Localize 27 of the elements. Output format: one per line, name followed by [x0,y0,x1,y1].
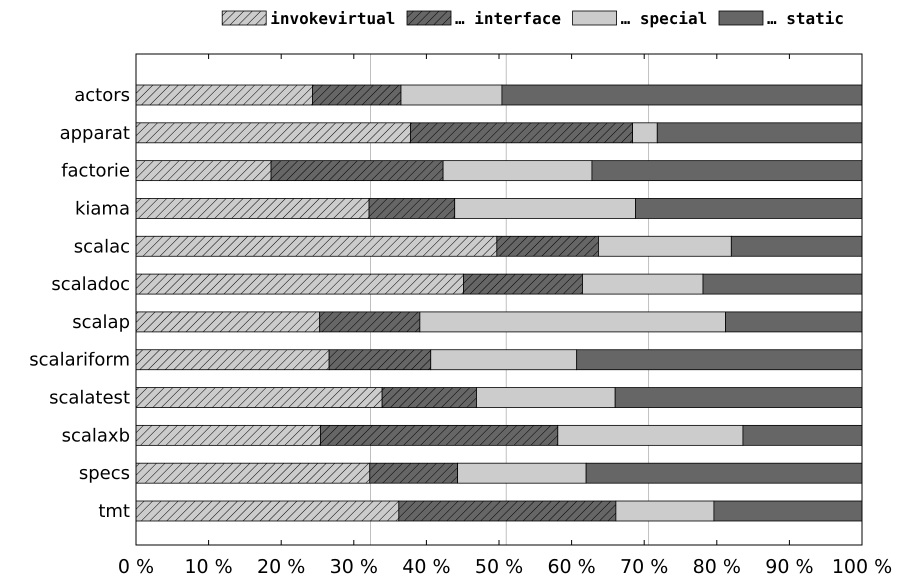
y-tick-label: apparat [60,122,130,144]
x-tick-label: 100 % [832,556,892,578]
x-tick-label: 10 % [184,556,233,578]
y-tick-label: scalac [74,236,130,258]
y-tick-label: scalariform [29,350,130,371]
y-tick-label: tmt [98,501,130,522]
legend-label: … static [767,9,844,28]
x-tick-label: 60 % [547,556,596,578]
y-tick-label: scaladoc [51,274,130,296]
x-tick-label: 40 % [402,556,451,578]
legend-label: … special [620,9,708,28]
x-tick-label: 70 % [620,556,668,578]
y-tick-label: scalatest [49,388,130,409]
x-tick-label: 90 % [765,556,814,578]
x-tick-label: 20 % [257,556,306,578]
y-tick-label: scalaxb [62,425,130,446]
x-tick-label: 0 % [118,556,154,578]
y-tick-label: actors [74,85,130,106]
y-tick-label: scalap [72,312,130,333]
x-tick-label: 80 % [692,556,741,578]
legend-label: … interface [455,9,561,28]
y-tick-label: specs [78,463,130,484]
x-tick-label: 30 % [330,556,378,578]
legend-label: invokevirtual [270,9,396,28]
y-tick-label: factorie [61,160,130,182]
x-tick-label: 50 % [474,556,524,578]
y-tick-label: kiama [74,198,130,220]
